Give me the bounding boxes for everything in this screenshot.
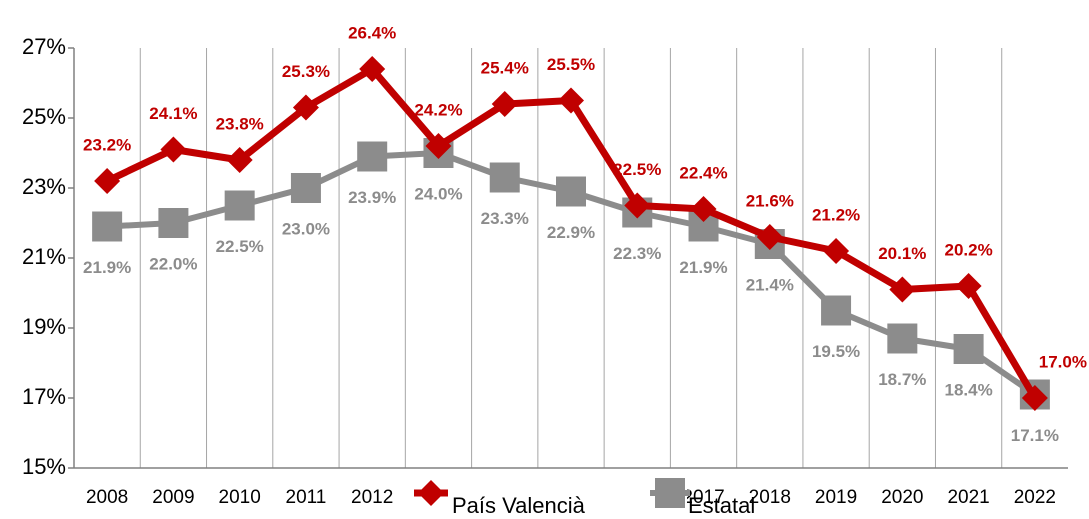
data-label: 25.3% xyxy=(282,62,330,81)
marker xyxy=(556,176,586,207)
data-label: 22.9% xyxy=(547,223,595,242)
data-label: 17.0% xyxy=(1039,352,1087,371)
y-tick-label: 25% xyxy=(22,104,66,129)
marker xyxy=(491,91,518,117)
data-label: 22.0% xyxy=(149,254,197,273)
marker xyxy=(823,238,850,264)
data-label: 20.1% xyxy=(878,244,926,263)
legend: País Valencià Estatal xyxy=(402,476,755,519)
legend-label: País Valencià xyxy=(452,493,586,518)
legend-marker xyxy=(655,478,685,508)
marker xyxy=(94,168,121,194)
data-label: 23.9% xyxy=(348,188,396,207)
y-tick-label: 21% xyxy=(22,244,66,269)
marker xyxy=(292,94,319,121)
data-label: 23.2% xyxy=(83,135,131,154)
marker xyxy=(290,173,321,203)
marker xyxy=(821,295,852,326)
marker xyxy=(425,133,452,159)
x-tick-label: 2008 xyxy=(86,487,128,508)
marker xyxy=(489,162,520,193)
data-label: 17.1% xyxy=(1011,426,1059,445)
y-tick-label: 23% xyxy=(22,174,66,199)
data-label: 25.5% xyxy=(547,55,595,74)
data-label: 24.0% xyxy=(414,184,462,203)
marker xyxy=(224,190,255,221)
data-label: 21.9% xyxy=(679,258,727,277)
x-tick-label: 2020 xyxy=(881,487,923,508)
data-label: 23.8% xyxy=(216,114,264,133)
marker xyxy=(226,147,253,173)
data-label: 21.9% xyxy=(83,258,131,277)
x-tick-label: 2012 xyxy=(351,487,393,508)
data-label: 18.4% xyxy=(944,380,992,399)
data-label: 23.3% xyxy=(481,209,529,228)
marker xyxy=(756,224,783,250)
marker xyxy=(158,208,189,238)
marker xyxy=(953,334,984,364)
marker xyxy=(160,136,187,163)
x-tick-label: 2010 xyxy=(219,487,261,508)
legend-label: Estatal xyxy=(688,493,755,518)
data-label: 19.5% xyxy=(812,342,860,361)
legend-bg xyxy=(402,476,687,519)
data-label: 23.0% xyxy=(282,219,330,238)
x-tick-label: 2018 xyxy=(749,487,791,508)
marker xyxy=(690,196,717,222)
x-tick-label: 2009 xyxy=(152,487,194,508)
data-label: 21.4% xyxy=(746,275,794,294)
data-label: 21.6% xyxy=(746,191,794,210)
data-label: 21.2% xyxy=(812,205,860,224)
marker xyxy=(558,87,584,114)
marker xyxy=(359,56,386,82)
marker xyxy=(92,211,123,242)
data-label: 22.3% xyxy=(613,244,661,263)
marker xyxy=(889,276,916,303)
x-tick-label: 2011 xyxy=(286,487,327,508)
data-label: 26.4% xyxy=(348,23,396,42)
y-tick-label: 19% xyxy=(22,314,66,339)
data-label: 24.1% xyxy=(149,104,197,123)
data-label: 25.4% xyxy=(481,58,529,77)
y-tick-label: 27% xyxy=(22,34,66,59)
data-label: 22.5% xyxy=(216,237,264,256)
legend-marker xyxy=(418,480,444,506)
data-label: 22.5% xyxy=(613,160,661,179)
marker xyxy=(1021,385,1048,411)
marker xyxy=(624,192,651,219)
data-label: 20.2% xyxy=(944,240,992,259)
x-tick-label: 2019 xyxy=(815,487,857,508)
marker xyxy=(357,141,388,172)
data-label: 18.7% xyxy=(878,370,926,389)
x-tick-label: 2021 xyxy=(947,487,989,508)
marker xyxy=(955,273,982,299)
y-tick-label: 17% xyxy=(22,384,66,409)
marker xyxy=(887,323,918,354)
x-tick-label: 2022 xyxy=(1014,487,1056,508)
data-label: 22.4% xyxy=(679,163,727,182)
data-label: 24.2% xyxy=(414,100,462,119)
x-tick-label: 2017 xyxy=(682,487,724,508)
y-tick-label: 15% xyxy=(22,454,66,479)
